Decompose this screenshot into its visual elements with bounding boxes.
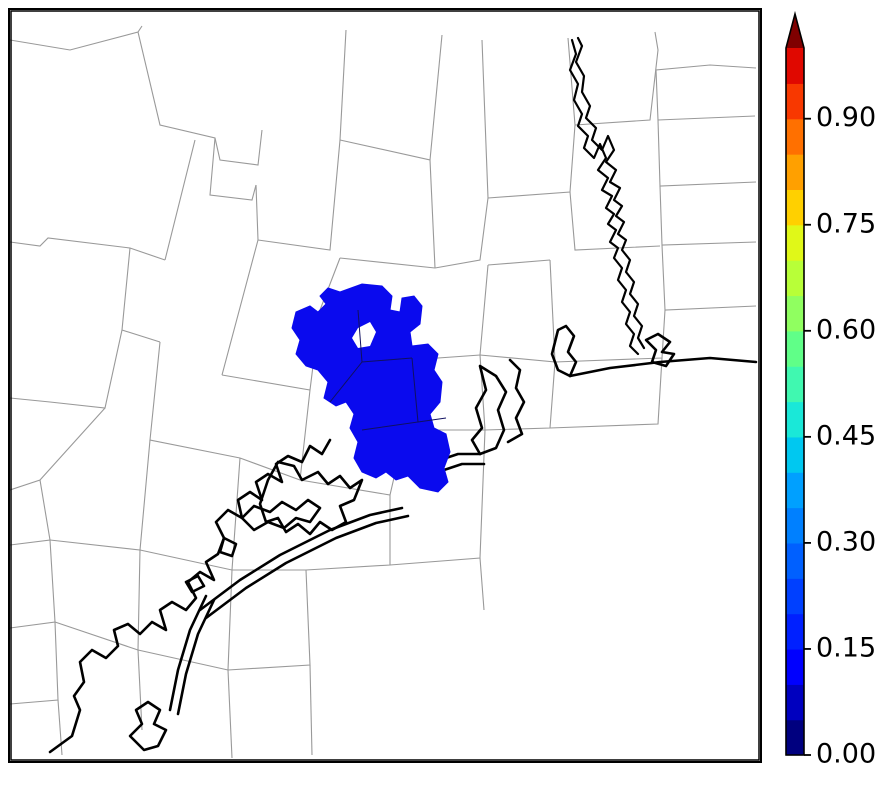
map-panel[interactable] [8, 8, 762, 763]
colorbar-band-8 [786, 436, 804, 473]
colorbar-tick-label-5: 0.15 [816, 632, 876, 663]
colorbar-canvas[interactable]: 0.90 0.75 0.60 0.45 0.30 0.15 0.00 [770, 8, 876, 770]
colorbar-band-7 [786, 472, 804, 509]
colorbar-tick-label-3: 0.45 [816, 420, 876, 451]
colorbar-band-6 [786, 507, 804, 544]
colorbar-band-17 [786, 118, 804, 155]
colorbar-bands [786, 48, 804, 756]
colorbar-band-11 [786, 330, 804, 367]
map-inner-frame [10, 10, 760, 761]
colorbar-tick-label-6: 0.00 [816, 739, 876, 770]
colorbar-band-14 [786, 224, 804, 261]
county-boundaries [10, 25, 757, 759]
county-lines-over-highlight [329, 309, 447, 431]
colorbar-band-18 [786, 83, 804, 120]
colorbar-band-15 [786, 189, 804, 226]
colorbar-tick-label-1: 0.75 [816, 208, 876, 239]
colorbar-band-5 [786, 542, 804, 579]
highlighted-region-notch [352, 322, 376, 348]
colorbar-tick-label-4: 0.30 [816, 526, 876, 557]
colorbar-band-4 [786, 578, 804, 615]
colorbar-band-1 [786, 684, 804, 721]
colorbar-tick-labels: 0.90 0.75 0.60 0.45 0.30 0.15 0.00 [816, 102, 876, 769]
colorbar-extend-arrow [786, 14, 804, 48]
state-boundary-sabine [568, 36, 646, 356]
colorbar-outline [785, 10, 805, 756]
colorbar-tick-label-0: 0.90 [816, 102, 876, 133]
colorbar-tick-label-2: 0.60 [816, 314, 876, 345]
colorbar-band-0 [786, 719, 804, 756]
colorbar-border [785, 10, 805, 756]
colorbar-panel[interactable]: 0.90 0.75 0.60 0.45 0.30 0.15 0.00 [770, 8, 876, 770]
colorbar-ticks [804, 117, 811, 756]
map-canvas[interactable] [10, 10, 760, 761]
colorbar-band-2 [786, 648, 804, 685]
coastline [48, 324, 758, 754]
colorbar-band-12 [786, 295, 804, 332]
colorbar-band-9 [786, 401, 804, 438]
colorbar-band-19 [786, 48, 804, 84]
colorbar-arrow-head [786, 14, 804, 48]
colorbar-band-13 [786, 260, 804, 297]
colorbar-band-16 [786, 154, 804, 190]
highlighted-region[interactable] [291, 283, 451, 493]
colorbar-band-3 [786, 613, 804, 650]
colorbar-band-10 [786, 366, 804, 403]
